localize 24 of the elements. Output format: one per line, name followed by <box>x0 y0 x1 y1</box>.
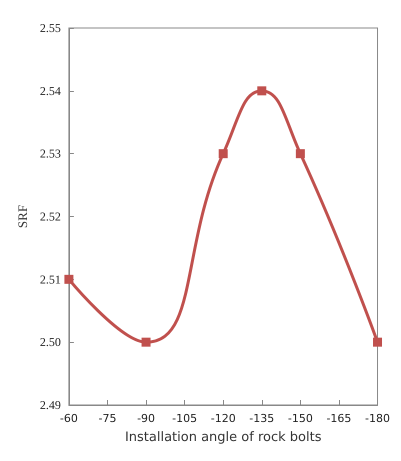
x-axis-title: Installation angle of rock bolts <box>124 430 322 445</box>
x-tick-label: -165 <box>326 412 352 425</box>
point <box>373 338 382 347</box>
y-tick-label: 2.53 <box>40 146 61 161</box>
x-tick-label: -90 <box>137 412 156 425</box>
y-tick-label: 2.49 <box>40 398 61 412</box>
point <box>64 274 74 284</box>
point <box>142 338 151 347</box>
point <box>218 149 228 158</box>
y-tick-label: 2.55 <box>40 21 61 35</box>
x-tick-label: -75 <box>98 412 116 425</box>
x-tick-label: -105 <box>172 412 198 425</box>
x-tick-label: -120 <box>210 412 236 425</box>
y-axis-title: SRF <box>15 204 30 228</box>
point <box>296 149 305 158</box>
y-tick-label: 2.54 <box>40 84 61 98</box>
y-tick-label: 2.51 <box>40 272 61 286</box>
y-tick-label: 2.52 <box>40 210 61 224</box>
x-tick-label: -180 <box>365 412 390 425</box>
x-tick-label: -150 <box>288 412 313 425</box>
y-tick-label: 2.50 <box>40 335 61 350</box>
x-tick-label: -135 <box>249 412 274 425</box>
x-tick-label: -60 <box>60 412 78 425</box>
point <box>257 86 266 96</box>
